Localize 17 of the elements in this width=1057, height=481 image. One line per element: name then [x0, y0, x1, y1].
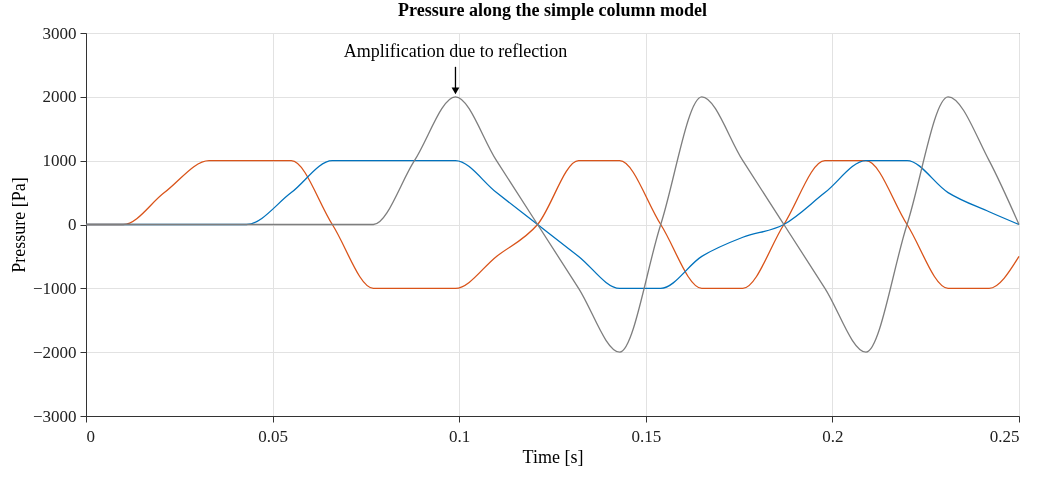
x-tick-label: 0.05: [258, 426, 288, 446]
y-tick-label: −1000: [32, 278, 77, 298]
y-axis-title: Pressure [Pa]: [8, 177, 29, 273]
x-tick-label: 0.1: [449, 426, 471, 446]
y-tick-label: 2000: [42, 87, 77, 107]
y-tick-label: 1000: [42, 151, 77, 171]
y-tick-label: −3000: [32, 406, 77, 426]
y-tick-label: −2000: [32, 342, 77, 362]
annotation: Amplification due to reflection: [343, 40, 568, 61]
chart-title: Pressure along the simple column model: [398, 0, 707, 20]
x-axis-title: Time [s]: [522, 446, 584, 467]
y-tick-label: 3000: [42, 23, 77, 43]
y-tick-label: 0: [68, 215, 77, 234]
x-tick-label: 0.2: [822, 426, 844, 446]
x-tick-label: 0: [86, 426, 95, 446]
x-tick-label: 0.15: [631, 426, 662, 446]
x-tick-label: 0.25: [989, 426, 1020, 446]
